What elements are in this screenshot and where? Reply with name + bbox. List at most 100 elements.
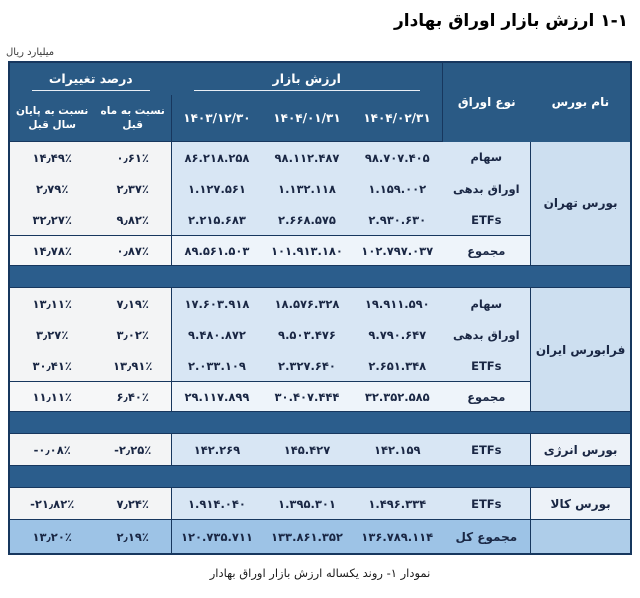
value-cell: ۲.۰۳۳.۱۰۹ [171,350,262,382]
value-cell: ۲.۳۲۷.۶۴۰ [261,350,353,382]
header-group-row: نام بورس نوع اوراق ارزش بازار درصد تغییر… [8,62,631,142]
total-row-tehran: مجموع ۱۰۲.۷۹۷.۰۳۷ ۱۰۱.۹۱۳.۱۸۰ ۸۹.۵۶۱.۵۰۳… [9,235,631,266]
value-cell: ۱۰۲.۷۹۷.۰۳۷ [352,235,443,266]
security-type-cell: اوراق بدهی [442,319,531,350]
exchange-name-energy: بورس انرژی [530,433,631,466]
pct-vs-month-cell: ۳٫۰۲٪ [94,319,172,350]
grand-total-label: مجموع کل [442,519,531,554]
value-cell: ۲.۹۳۰.۶۳۰ [352,204,443,236]
header-sub-row: ۱۴۰۴/۰۲/۳۱ ۱۴۰۴/۰۱/۳۱ ۱۴۰۳/۱۲/۳۰ نسبت به… [9,95,631,142]
value-cell: ۲۹.۱۱۷.۸۹۹ [171,381,262,412]
pct-vs-year-cell: ۱۴٫۴۹٪ [9,141,95,173]
unit-label: میلیارد ریال [6,47,55,58]
market-value-table: نام بورس نوع اوراق ارزش بازار درصد تغییر… [8,61,632,555]
security-type-cell: اوراق بدهی [442,173,531,204]
pct-vs-month-cell: ۶٫۴۰٪ [94,381,172,412]
security-type-cell: سهام [442,287,531,319]
date-label: ۱۴۰۴/۰۱/۳۱ [273,110,341,125]
value-cell: ۱۴۵.۴۲۷ [261,433,353,466]
pct-vs-year-cell: ۱۴٫۷۸٪ [9,235,95,266]
value-cell: ۱.۴۹۶.۳۳۴ [352,487,443,520]
pct-vs-year-cell: ۱۱٫۱۱٪ [9,381,95,412]
security-type-cell: ETFs [442,487,531,520]
exchange-name-tehran: بورس تهران [530,141,631,266]
value-cell: ۸۶.۲۱۸.۲۵۸ [171,141,262,173]
value-cell: ۳۰.۴۰۷.۴۴۴ [261,381,353,412]
security-type-cell: ETFs [442,204,531,236]
pct-vs-year-cell: ۳۲٫۲۷٪ [9,204,95,236]
value-cell: ۱۸.۵۷۶.۳۲۸ [261,287,353,319]
value-cell: ۸۹.۵۶۱.۵۰۳ [171,235,262,266]
total-label: مجموع [442,235,531,266]
table-row: فرابورس ایران سهام ۱۹.۹۱۱.۵۹۰ ۱۸.۵۷۶.۳۲۸… [9,287,631,412]
value-cell: ۲.۲۱۵.۶۸۳ [171,204,262,236]
pct-vs-month-cell: ۷٫۱۹٪ [94,287,172,319]
header-vs-prev-month: نسبت به ماه قبل [94,95,172,142]
value-cell: ۱۳۳.۸۶۱.۳۵۲ [261,519,353,554]
value-cell: ۱.۱۳۲.۱۱۸ [261,173,353,204]
table-row: اوراق بدهی ۱.۱۵۹.۰۰۲ ۱.۱۳۲.۱۱۸ ۱.۱۲۷.۵۶۱… [9,173,631,204]
value-cell: ۱۴۲.۲۶۹ [171,433,262,466]
value-cell: ۱۷.۶۰۳.۹۱۸ [171,287,262,319]
figure-caption: نمودار ۱- روند یکساله ارزش بازار اوراق ب… [209,566,431,580]
section-separator [9,411,631,434]
pct-vs-month-cell: ۷٫۲۴٪ [94,487,172,520]
pct-vs-month-cell: ۹٫۸۲٪ [94,204,172,236]
section-separator [9,465,631,488]
header-vs-prev-year-end: نسبت به پایان سال قبل [9,95,95,142]
table-row: بورس تهران سهام ۹۸.۷۰۷.۴۰۵ ۹۸.۱۱۲.۴۸۷ ۸۶… [9,141,631,266]
value-cell: ۱.۱۲۷.۵۶۱ [171,173,262,204]
value-cell: ۱.۹۱۴.۰۴۰ [171,487,262,520]
value-cell: ۹.۴۸۰.۸۷۲ [171,319,262,350]
value-cell: ۱.۳۹۵.۳۰۱ [261,487,353,520]
security-type-cell: ETFs [442,350,531,382]
header-group-market-value: ارزش بازار [171,62,443,95]
exchange-name-commodity: بورس کالا [530,487,631,520]
percent-change-group-label: درصد تغییرات [32,71,150,91]
pct-vs-year-cell: -۰٫۰۸٪ [9,433,95,466]
grand-total-row: مجموع کل ۱۳۶.۷۸۹.۱۱۴ ۱۳۳.۸۶۱.۳۵۲ ۱۲۰.۷۳۵… [9,519,631,554]
pct-vs-month-cell: ۰٫۸۷٪ [94,235,172,266]
pct-vs-month-cell: ۱۳٫۹۱٪ [94,350,172,382]
value-cell: ۱۴۲.۱۵۹ [352,433,443,466]
security-type-cell: ETFs [442,433,531,466]
page-title: ۱-۱ ارزش بازار اوراق بهادار [393,11,628,31]
pct-vs-month-cell: ۰٫۶۱٪ [94,141,172,173]
header-group-percent-change: درصد تغییرات [8,62,172,95]
pct-vs-month-cell: -۲٫۲۵٪ [94,433,172,466]
value-cell: ۱۰۱.۹۱۳.۱۸۰ [261,235,353,266]
value-cell: ۳۲.۳۵۲.۵۸۵ [352,381,443,412]
table-header: نام بورس نوع اوراق ارزش بازار درصد تغییر… [8,62,631,142]
pct-vs-month-cell: ۲٫۱۹٪ [94,519,172,554]
header-date-1404-01-31: ۱۴۰۴/۰۱/۳۱ [261,95,353,142]
value-cell: ۹.۷۹۰.۶۴۷ [352,319,443,350]
table-row: بورس کالا ETFs ۱.۴۹۶.۳۳۴ ۱.۳۹۵.۳۰۱ ۱.۹۱۴… [9,487,631,520]
header-security-type: نوع اوراق [441,62,531,142]
value-cell: ۹۸.۱۱۲.۴۸۷ [261,141,353,173]
value-cell: ۱۹.۹۱۱.۵۹۰ [352,287,443,319]
pct-vs-year-cell: ۳۰٫۴۱٪ [9,350,95,382]
pct-vs-month-cell: ۲٫۳۷٪ [94,173,172,204]
value-cell: ۹.۵۰۳.۴۷۶ [261,319,353,350]
value-cell: ۲.۶۶۸.۵۷۵ [261,204,353,236]
table-row: ETFs ۲.۹۳۰.۶۳۰ ۲.۶۶۸.۵۷۵ ۲.۲۱۵.۶۸۳ ۹٫۸۲٪… [9,204,631,236]
date-label: ۱۴۰۳/۱۲/۳۰ [183,110,251,125]
pct-vs-year-cell: ۱۳٫۲۰٪ [9,519,95,554]
value-cell: ۱.۱۵۹.۰۰۲ [352,173,443,204]
section-separator [9,265,631,288]
value-cell: ۱۲۰.۷۳۵.۷۱۱ [171,519,262,554]
value-cell: ۹۸.۷۰۷.۴۰۵ [352,141,443,173]
total-label: مجموع [442,381,531,412]
total-row-farabourse: مجموع ۳۲.۳۵۲.۵۸۵ ۳۰.۴۰۷.۴۴۴ ۲۹.۱۱۷.۸۹۹ ۶… [9,381,631,412]
value-cell: ۱۳۶.۷۸۹.۱۱۴ [352,519,443,554]
header-date-1403-12-30: ۱۴۰۳/۱۲/۳۰ [171,95,262,142]
pct-vs-year-cell: ۱۳٫۱۱٪ [9,287,95,319]
pct-vs-year-cell: ۲٫۷۹٪ [9,173,95,204]
value-cell: ۲.۶۵۱.۳۴۸ [352,350,443,382]
table-row: اوراق بدهی ۹.۷۹۰.۶۴۷ ۹.۵۰۳.۴۷۶ ۹.۴۸۰.۸۷۲… [9,319,631,350]
pct-vs-year-cell: -۲۱٫۸۲٪ [9,487,95,520]
header-date-1404-02-31: ۱۴۰۴/۰۲/۳۱ [352,95,443,142]
table-row: بورس انرژی ETFs ۱۴۲.۱۵۹ ۱۴۵.۴۲۷ ۱۴۲.۲۶۹ … [9,433,631,466]
date-label: ۱۴۰۴/۰۲/۳۱ [363,110,431,125]
market-value-group-label: ارزش بازار [193,71,420,91]
